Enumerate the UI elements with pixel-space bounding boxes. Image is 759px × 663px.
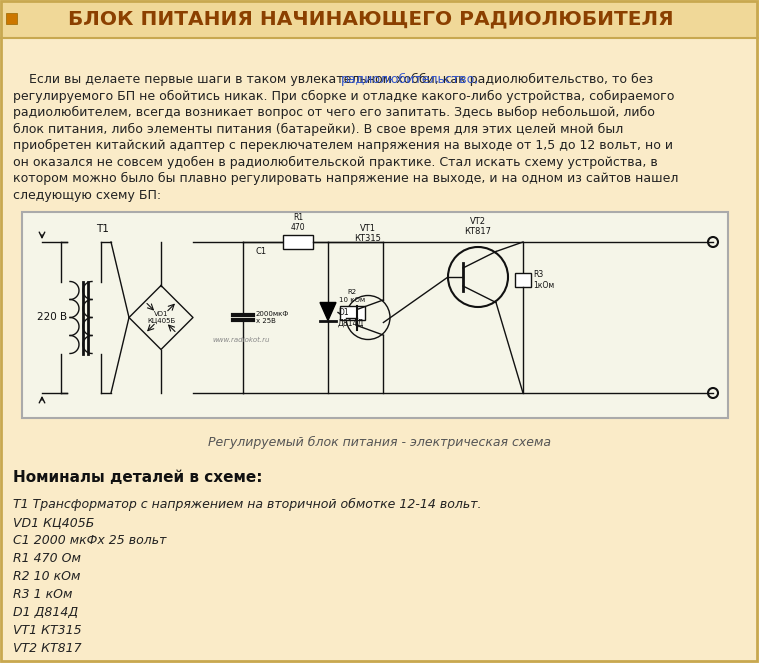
Text: радиолюбителем, всегда возникает вопрос от чего его запитать. Здесь выбор неболь: радиолюбителем, всегда возникает вопрос … xyxy=(13,106,655,119)
Text: регулируемого БП не обойтись никак. При сборке и отладке какого-либо устройства,: регулируемого БП не обойтись никак. При … xyxy=(13,90,675,103)
Text: R1 470 Ом: R1 470 Ом xyxy=(13,552,81,565)
Text: R3
1кОм: R3 1кОм xyxy=(533,271,554,290)
Text: C1 2000 мкФх 25 вольт: C1 2000 мкФх 25 вольт xyxy=(13,534,166,547)
Text: БЛОК ПИТАНИЯ НАЧИНАЮЩЕГО РАДИОЛЮБИТЕЛЯ: БЛОК ПИТАНИЯ НАЧИНАЮЩЕГО РАДИОЛЮБИТЕЛЯ xyxy=(68,9,673,29)
Text: 2000мкФ
x 25В: 2000мкФ x 25В xyxy=(256,311,289,324)
FancyBboxPatch shape xyxy=(6,13,17,24)
FancyBboxPatch shape xyxy=(0,38,759,663)
Text: R3 1 кОм: R3 1 кОм xyxy=(13,588,72,601)
Text: R2 10 кОм: R2 10 кОм xyxy=(13,570,80,583)
Text: следующую схему БП:: следующую схему БП: xyxy=(13,188,161,202)
Text: VT1 КТ315: VT1 КТ315 xyxy=(13,624,82,637)
Text: T1 Трансформатор с напряжением на вторичной обмотке 12-14 вольт.: T1 Трансформатор с напряжением на вторич… xyxy=(13,498,481,511)
FancyBboxPatch shape xyxy=(22,212,728,418)
Text: R1
470: R1 470 xyxy=(291,213,305,232)
Text: блок питания, либо элементы питания (батарейки). В свое время для этих целей мно: блок питания, либо элементы питания (бат… xyxy=(13,123,623,135)
Text: D1 Д814Д: D1 Д814Д xyxy=(13,606,78,619)
FancyBboxPatch shape xyxy=(340,306,365,320)
Text: C1: C1 xyxy=(256,247,267,256)
Text: он оказался не совсем удобен в радиолюбительской практике. Стал искать схему уст: он оказался не совсем удобен в радиолюби… xyxy=(13,156,658,168)
Text: Номиналы деталей в схеме:: Номиналы деталей в схеме: xyxy=(13,470,263,485)
Text: D1
Д814Д: D1 Д814Д xyxy=(338,308,364,328)
Text: Если вы делаете первые шаги в таком увлекательном хобби, как радиолюбительство, : Если вы делаете первые шаги в таком увле… xyxy=(13,73,653,86)
Text: www.radiokot.ru: www.radiokot.ru xyxy=(213,337,269,343)
Text: приобретен китайский адаптер с переключателем напряжения на выходе от 1,5 до 12 : приобретен китайский адаптер с переключа… xyxy=(13,139,673,152)
Text: VT1
КТ315: VT1 КТ315 xyxy=(354,224,382,243)
Text: 220 В: 220 В xyxy=(37,312,67,322)
Text: T1: T1 xyxy=(96,224,109,234)
Text: VT2 КТ817: VT2 КТ817 xyxy=(13,642,82,655)
Text: VT2
КТ817: VT2 КТ817 xyxy=(465,217,492,237)
FancyBboxPatch shape xyxy=(741,0,759,663)
FancyBboxPatch shape xyxy=(0,0,759,38)
Polygon shape xyxy=(320,302,336,320)
FancyBboxPatch shape xyxy=(515,273,531,287)
Text: VD1 КЦ405Б: VD1 КЦ405Б xyxy=(13,516,94,529)
Text: Регулируемый блок питания - электрическая схема: Регулируемый блок питания - электрическа… xyxy=(208,436,551,449)
Text: радиолюбительство,: радиолюбительство, xyxy=(342,73,480,86)
FancyBboxPatch shape xyxy=(283,235,313,249)
Text: котором можно было бы плавно регулировать напряжение на выходе, и на одном из са: котором можно было бы плавно регулироват… xyxy=(13,172,679,185)
Text: R2
10 кОм: R2 10 кОм xyxy=(339,290,365,302)
Text: VD1
КЦ405Б: VD1 КЦ405Б xyxy=(147,311,175,324)
